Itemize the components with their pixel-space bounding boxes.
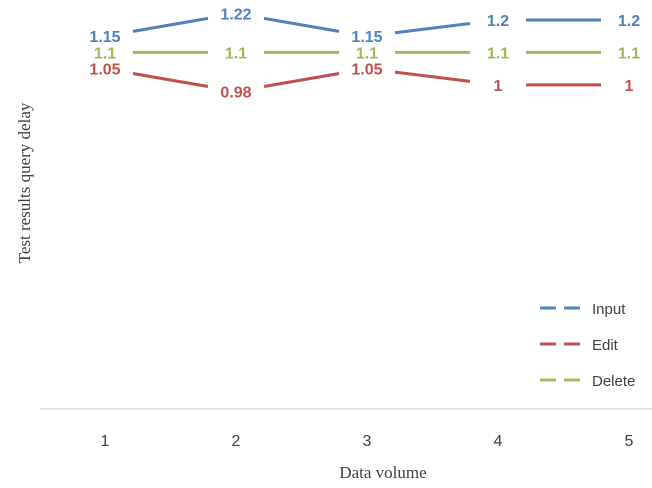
x-tick-label: 4 [494,433,503,450]
legend-item-input: Input [540,301,626,318]
data-label: 1.2 [618,13,640,30]
data-labels: 1.15 1.22 1.15 1.2 1.2 1.05 0.98 1.05 1 1 1.1 1.1 1.… [89,7,640,102]
legend: Input Edit Delete [540,301,635,390]
x-tick-label: 1 [101,433,110,450]
series-line-segment [263,16,340,33]
series-line-segment [394,21,471,35]
x-axis-title: Data volume [339,463,426,482]
legend-item-edit: Edit [540,337,619,354]
series-edit [132,70,601,88]
x-tick-label: 5 [625,433,634,450]
data-label: 1.1 [225,45,247,62]
data-label: 1.1 [94,45,116,62]
data-label: 1 [625,78,634,95]
data-label: 1.1 [487,45,509,62]
series-line-segment [132,71,209,88]
data-label: 1.15 [351,29,382,46]
legend-label: Input [592,301,626,318]
data-label: 1.1 [618,45,640,62]
series-line-segment [263,71,340,88]
data-label: 1.1 [356,45,378,62]
x-tick-label: 2 [232,433,241,450]
data-label: 1.2 [487,13,509,30]
series-lines [132,16,601,88]
x-tick-label: 3 [363,433,372,450]
data-label: 0.98 [220,84,251,101]
data-label: 1.05 [89,62,120,79]
legend-label: Edit [592,337,619,354]
series-input [132,16,601,35]
series-line-segment [132,16,209,33]
legend-label: Delete [592,373,635,390]
data-label: 1 [494,78,503,95]
series-line-segment [394,70,471,83]
data-label: 1.22 [220,7,251,24]
x-tick-labels: 1 2 3 4 5 [101,433,634,450]
legend-item-delete: Delete [540,373,635,390]
data-label: 1.05 [351,62,382,79]
y-axis-title: Test results query delay [15,102,34,263]
data-label: 1.15 [89,29,120,46]
